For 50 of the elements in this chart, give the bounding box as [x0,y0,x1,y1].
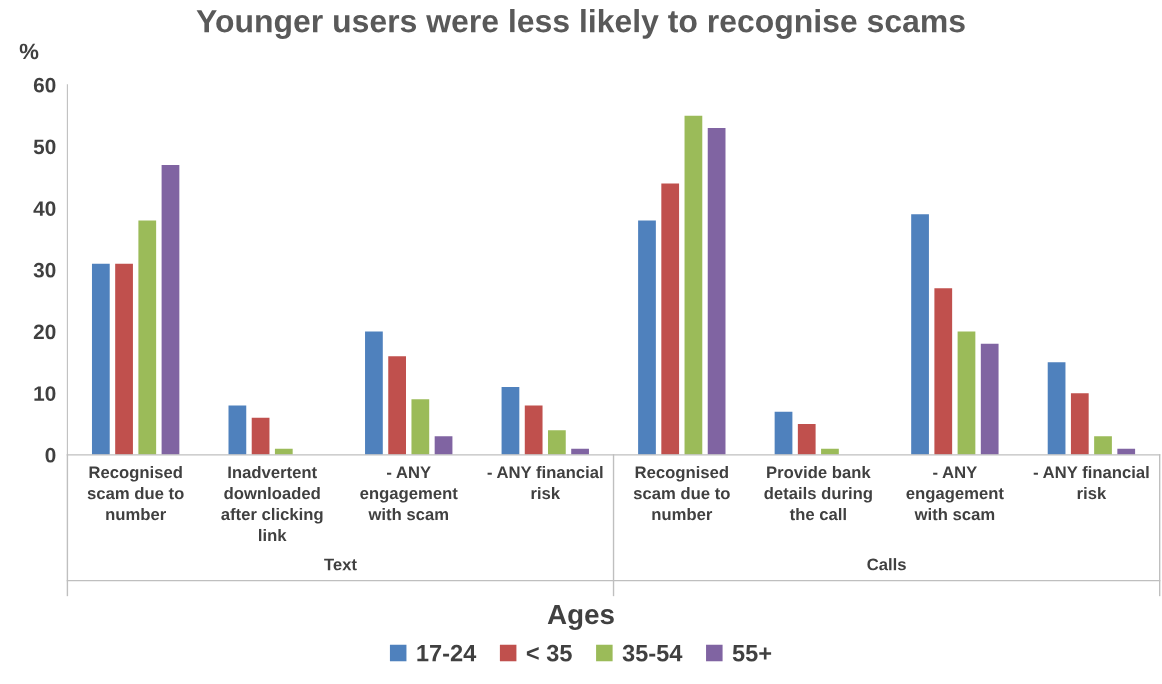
y-tick-label: 10 [34,386,56,401]
bar [365,331,383,455]
bar [228,405,247,455]
y-tick-label: 50 [33,139,56,155]
bar [524,405,543,455]
x-tick-label: - ANY financial risk [487,465,603,500]
bar [1094,436,1112,455]
bar [161,164,180,455]
bar [1070,393,1089,455]
bar [91,263,110,455]
x-tick-label: - ANY financial risk [1033,465,1149,500]
x-tick-label: Recognised scam due to number [87,465,184,521]
x-tick-label: Inadvertent downloaded after clicking link [221,465,323,542]
text: Calls [867,558,906,571]
bar [707,127,726,455]
bar [774,411,793,455]
y-axis-title: % [19,43,39,60]
chart-title: Younger users were less likely to recognise scams [196,8,965,39]
legend-label: 17-24 [417,644,477,662]
legend-label: < 35 [526,644,572,662]
bar [638,220,656,455]
bar [957,331,976,455]
bar [115,263,133,455]
bar [661,183,680,455]
x-tick-label: - ANY engagement with scam [906,466,1004,521]
bar [388,356,406,455]
x-axis-title: Ages [547,604,614,630]
bar [934,288,953,455]
bar [138,220,157,455]
bar [980,343,999,455]
legend-label: 35-54 [622,644,683,662]
y-tick-label: 0 [45,447,56,463]
x-tick-label: - ANY engagement with scam [360,466,458,521]
x-tick-label: Provide bank details during the call [764,465,872,521]
y-tick-label: 30 [33,262,56,278]
bar [911,214,929,455]
bar [501,387,520,455]
bar [797,424,816,455]
text: Text [324,558,357,571]
x-tick-label: Recognised scam due to number [633,465,730,521]
bar [1047,362,1066,455]
y-tick-label: 40 [33,201,56,216]
y-tick-label: 60 [33,77,56,93]
bar [548,430,566,455]
y-tick-label: 20 [33,324,56,340]
legend-label: 55+ [732,645,772,662]
bar [251,417,270,455]
bar [434,436,453,455]
bar [684,115,703,455]
bar [411,399,430,455]
